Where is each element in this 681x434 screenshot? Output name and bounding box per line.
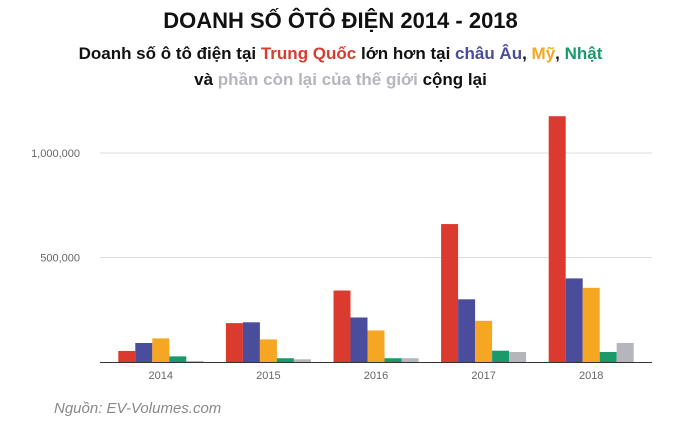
bar-2018-series-1 bbox=[565, 278, 583, 362]
bar-2018-series-3 bbox=[599, 351, 617, 362]
subtitle-line-1: Doanh số ô tô điện tại Trung Quốc lớn hơ… bbox=[0, 44, 681, 64]
bar-2014-series-0 bbox=[118, 350, 136, 362]
subtitle-segment: lớn hơn tại bbox=[356, 44, 456, 63]
bar-2014-series-3 bbox=[169, 356, 187, 362]
subtitle-segment: và bbox=[194, 70, 218, 89]
subtitle-line-2: và phần còn lại của thế giới cộng lại bbox=[0, 70, 681, 90]
bar-2018-series-4 bbox=[616, 342, 634, 362]
source-note: Nguồn: EV-Volumes.com bbox=[54, 400, 222, 417]
x-tick-label: 2014 bbox=[149, 370, 173, 382]
bar-2018-series-2 bbox=[582, 287, 600, 362]
subtitle-segment: phần còn lại của thế giới bbox=[217, 70, 418, 89]
y-tick-label: 500,000 bbox=[40, 253, 80, 265]
chart-title: DOANH SỐ ÔTÔ ĐIỆN 2014 - 2018 bbox=[163, 8, 518, 33]
bar-2017-series-0 bbox=[441, 224, 459, 362]
bar-2015-series-4 bbox=[293, 359, 311, 362]
subtitle-segment: Trung Quốc bbox=[260, 44, 357, 63]
bar-2016-series-3 bbox=[384, 358, 402, 362]
bar-2015-series-3 bbox=[276, 358, 294, 362]
bar-2015-series-1 bbox=[242, 322, 260, 362]
subtitle-segment: , bbox=[522, 44, 532, 63]
bar-2017-series-2 bbox=[475, 320, 493, 362]
y-tick-label: 1,000,000 bbox=[31, 148, 80, 160]
x-tick-label: 2018 bbox=[579, 370, 603, 382]
subtitle-segment: Doanh số ô tô điện tại bbox=[78, 44, 261, 63]
x-tick-label: 2017 bbox=[471, 370, 495, 382]
bar-2014-series-2 bbox=[152, 338, 170, 362]
bar-2017-series-4 bbox=[509, 351, 527, 362]
bar-2014-series-4 bbox=[186, 360, 204, 362]
x-tick-label: 2015 bbox=[256, 370, 280, 382]
bar-2014-series-1 bbox=[135, 342, 153, 362]
bar-2017-series-1 bbox=[458, 299, 476, 362]
subtitle-segment: Nhật bbox=[564, 44, 603, 63]
subtitle-segment: , bbox=[555, 44, 565, 63]
subtitle-segment: Mỹ bbox=[531, 44, 556, 63]
bar-2017-series-3 bbox=[492, 350, 510, 362]
bar-2015-series-0 bbox=[225, 323, 243, 362]
subtitle-segment: châu Âu bbox=[455, 44, 523, 63]
bar-2016-series-4 bbox=[401, 358, 419, 362]
bar-2016-series-1 bbox=[350, 317, 368, 362]
bar-2015-series-2 bbox=[259, 339, 277, 362]
x-tick-label: 2016 bbox=[364, 370, 388, 382]
bar-2016-series-0 bbox=[333, 290, 351, 362]
bar-2016-series-2 bbox=[367, 330, 385, 362]
bar-2018-series-0 bbox=[548, 116, 566, 362]
subtitle-segment: cộng lại bbox=[417, 70, 487, 89]
